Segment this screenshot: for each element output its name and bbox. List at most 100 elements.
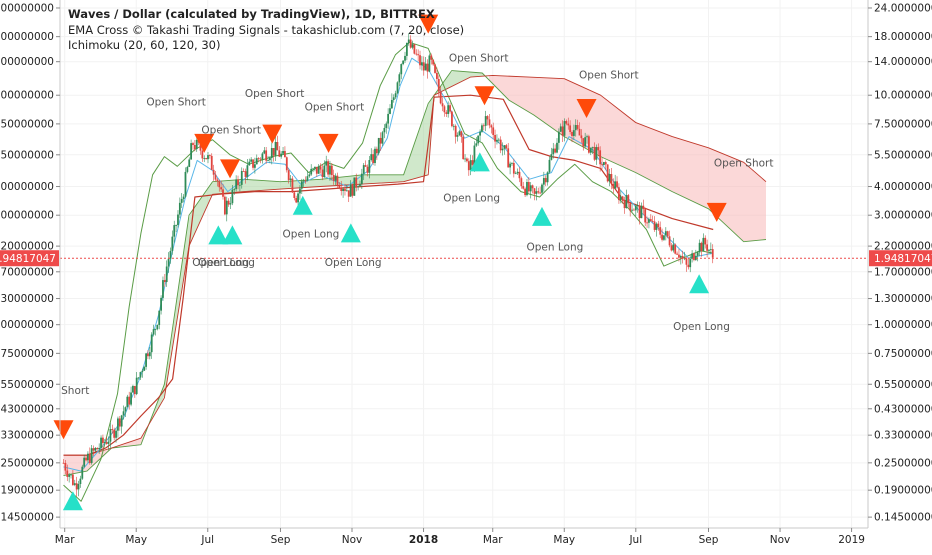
candle-body [589, 147, 592, 153]
indicator-ichimoku-label: Ichimoku (20, 60, 120, 30) [68, 38, 221, 52]
candle-body [207, 155, 209, 160]
candle-body [193, 145, 196, 150]
candle-body [479, 131, 481, 136]
candle-body [503, 145, 506, 149]
candle-body [524, 188, 526, 196]
candle-body [205, 158, 208, 160]
candle-body [651, 220, 654, 222]
candle-body [456, 135, 459, 137]
candle-body [385, 123, 388, 128]
candle-body [222, 189, 224, 197]
y-tick-label-right: 0.33000000 [874, 430, 932, 442]
candle-body [587, 136, 590, 153]
candle-body [248, 161, 251, 166]
candle-body [492, 127, 495, 135]
candle-body [693, 253, 695, 260]
candle-body [85, 457, 87, 461]
y-tick-label-right: 14.00000000 [874, 56, 932, 68]
candle-body [223, 196, 226, 215]
candle-body [623, 200, 626, 209]
candle-body [689, 258, 692, 268]
candle-body [516, 171, 519, 174]
candle-body [137, 377, 140, 379]
candle-body [143, 366, 146, 371]
candle-body [593, 146, 596, 160]
y-tick-label-left: 1.30000000 [0, 293, 54, 305]
candle-body [512, 162, 515, 174]
candle-body [128, 396, 131, 405]
candle-body [426, 63, 429, 72]
candle-body [212, 169, 215, 175]
x-tick-label: 2019 [838, 534, 865, 546]
candle-body [160, 297, 162, 311]
candle-body [227, 200, 230, 205]
buy-signal-triangle [340, 223, 361, 243]
candle-body [678, 254, 680, 258]
x-tick-label: Sep [699, 534, 719, 546]
candle-body [618, 187, 620, 201]
candle-body [422, 62, 425, 71]
candle-body [319, 166, 322, 170]
candle-body [674, 244, 677, 254]
y-tick-label-left: 1.70000000 [0, 266, 54, 278]
sell-signal-triangle [262, 124, 283, 144]
candle-body [462, 136, 465, 160]
candle-body [535, 191, 538, 194]
sell-signal-triangle [194, 133, 215, 153]
candle-body [614, 181, 617, 189]
candle-body [565, 121, 568, 124]
candle-body [379, 137, 382, 144]
candle-body [490, 125, 493, 128]
candle-body [297, 193, 299, 203]
current-price-text-left: 1.94817047 [0, 253, 56, 265]
x-tick-label: Sep [271, 534, 291, 546]
candle-body [679, 255, 682, 258]
candle-body [90, 448, 93, 464]
y-tick-label-left: 10.00000000 [0, 90, 54, 102]
candle-body [246, 165, 249, 177]
candle-body [321, 169, 324, 178]
candle-body [122, 411, 125, 416]
signal-annotation-label: Open Long [673, 321, 730, 333]
candle-body [225, 200, 228, 215]
candle-body [366, 166, 369, 173]
candle-body [402, 60, 405, 65]
candle-body [706, 244, 709, 251]
candle-body [601, 164, 603, 166]
candle-body [338, 185, 341, 188]
candle-body [330, 165, 333, 176]
y-tick-label-right: 24.00000000 [874, 2, 932, 14]
candle-body [325, 161, 328, 166]
candle-body [424, 63, 427, 71]
candle-body [293, 192, 296, 198]
candle-body [702, 237, 705, 252]
candle-body [420, 62, 423, 66]
candle-body [314, 166, 316, 169]
candle-body [259, 158, 262, 160]
candle-body [441, 103, 444, 107]
candle-body [610, 174, 613, 184]
candle-body [94, 447, 97, 451]
candle-body [323, 165, 326, 178]
y-tick-label-left: 0.25000000 [0, 457, 54, 469]
x-tick-label: 2018 [409, 534, 438, 546]
cloud-span-a-line [63, 70, 767, 477]
candle-body [413, 44, 416, 54]
candle-body [355, 177, 358, 188]
y-tick-label-left: 14.00000000 [0, 56, 54, 68]
sell-signal-triangle [318, 133, 339, 153]
signal-annotation-label: Open Short [245, 88, 305, 100]
candle-body [353, 177, 356, 196]
candle-body [195, 139, 198, 150]
candle-body [670, 245, 673, 251]
y-tick-label-left: 0.43000000 [0, 403, 54, 415]
signal-annotation-label: Short [61, 385, 89, 397]
candle-body [631, 209, 633, 211]
candle-body [308, 174, 311, 177]
candle-body [411, 44, 414, 48]
candle-body [269, 158, 271, 161]
